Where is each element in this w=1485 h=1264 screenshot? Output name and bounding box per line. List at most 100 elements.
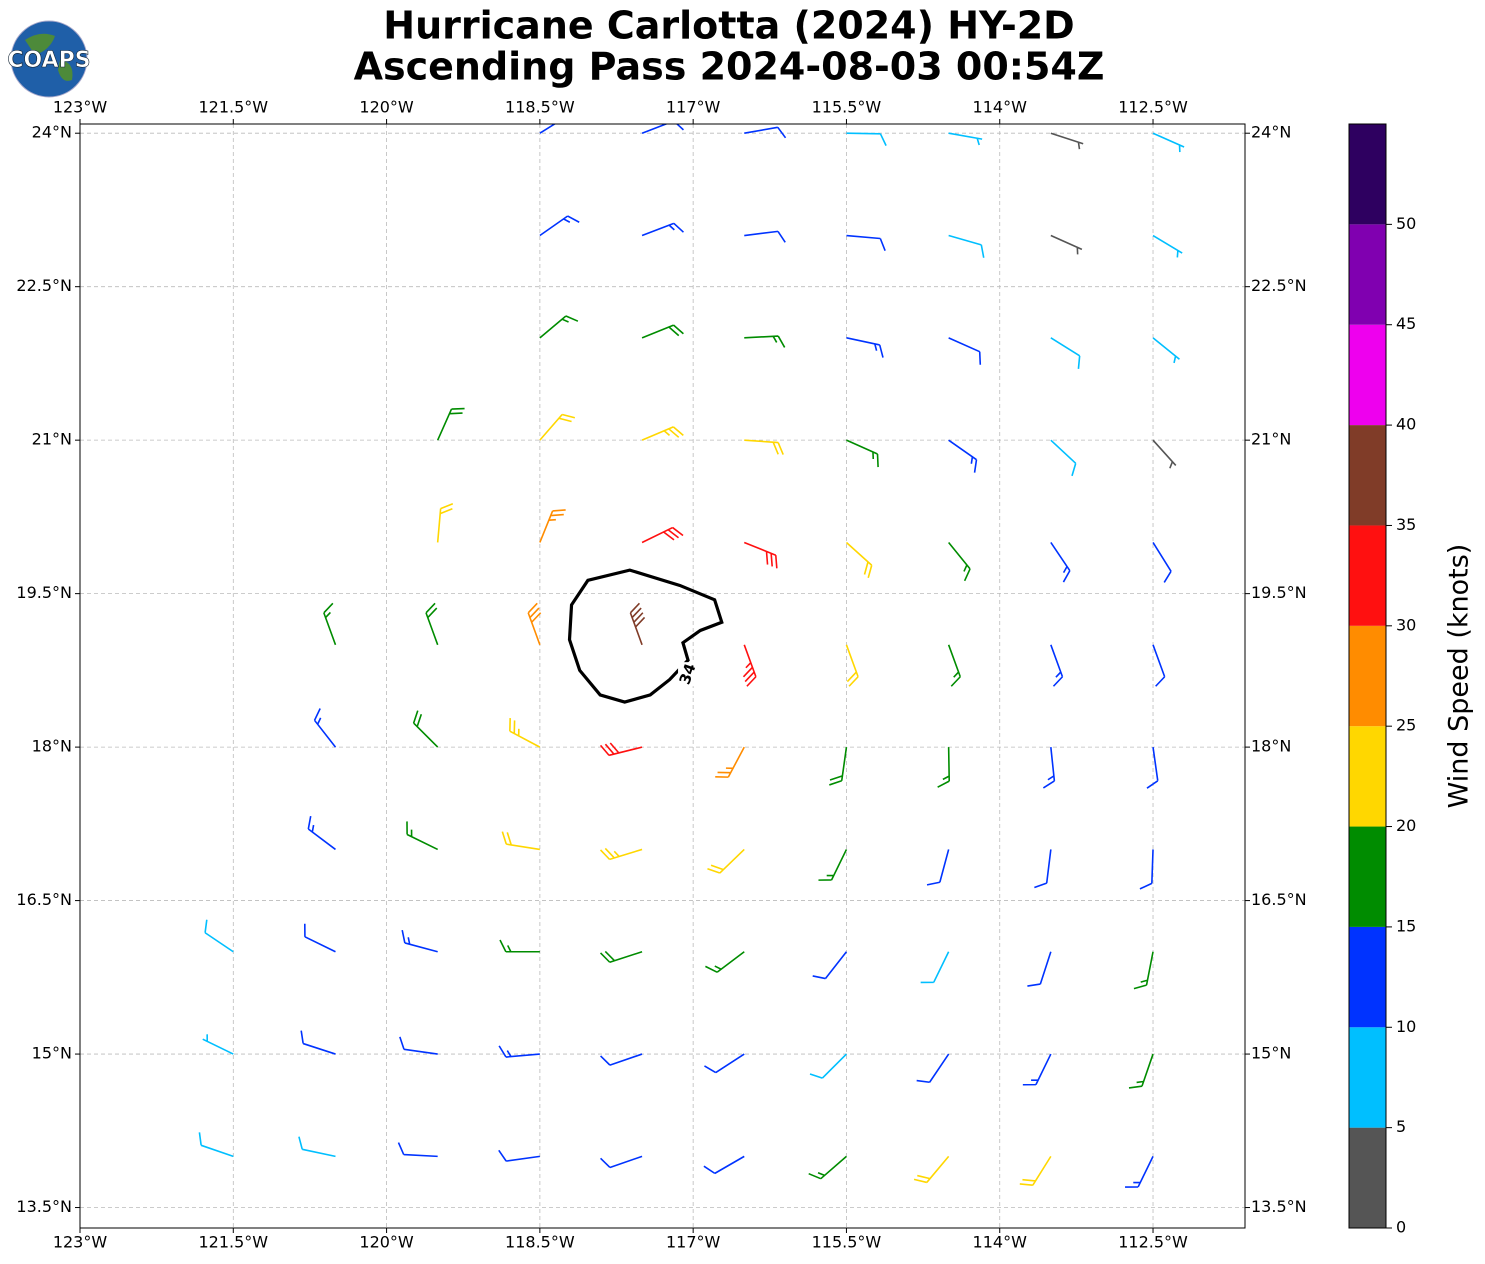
wind-barb xyxy=(1042,747,1056,789)
wind-barb xyxy=(920,951,950,984)
wind-barb xyxy=(539,215,580,237)
colorbar-tick-label: 20 xyxy=(1396,816,1416,835)
barb-layer xyxy=(198,124,1185,1188)
colorbar-tick-label: 25 xyxy=(1396,716,1416,735)
wind-barb xyxy=(307,815,336,851)
wind-barb xyxy=(744,230,786,243)
wind-barb xyxy=(412,710,439,748)
wind-barb xyxy=(916,1053,950,1084)
wind-barb xyxy=(1152,337,1180,364)
logo: COAPS xyxy=(7,20,91,98)
x-tick-label: 123°W xyxy=(53,1233,108,1252)
wind-barb xyxy=(600,1053,643,1066)
wind-barb xyxy=(406,821,439,851)
wind-barb xyxy=(707,848,745,874)
wind-barb xyxy=(1152,644,1166,687)
wind-barb xyxy=(846,234,886,251)
wind-barb xyxy=(397,1142,438,1158)
wind-barb xyxy=(204,919,234,953)
chart-title: Hurricane Carlotta (2024) HY-2D xyxy=(383,4,1074,48)
colorbar-tick-label: 5 xyxy=(1396,1117,1406,1136)
colorbar-segment xyxy=(1349,124,1386,225)
wind-barb xyxy=(744,126,787,139)
wind-barb xyxy=(812,951,848,980)
wind-barb xyxy=(527,602,542,646)
y-tick-label: 21°N xyxy=(32,430,72,449)
colorbar-segment xyxy=(1349,425,1386,526)
wind-barb xyxy=(1050,439,1077,477)
colorbar-segment xyxy=(1349,625,1386,727)
x-tick-label: 112.5°W xyxy=(1118,98,1188,117)
colorbar-tick-label: 0 xyxy=(1396,1218,1406,1237)
x-tick-label: 114°W xyxy=(973,98,1028,117)
wind-barb xyxy=(1019,1155,1052,1187)
wind-barb xyxy=(498,1045,540,1058)
wind-barb xyxy=(498,1149,540,1162)
x-tick-label: 120°W xyxy=(359,98,414,117)
colorbar-tick-label: 30 xyxy=(1396,615,1416,634)
wind-barb xyxy=(704,1053,745,1074)
wind-barb xyxy=(198,1132,234,1158)
wind-barb xyxy=(641,526,684,544)
wind-barb xyxy=(539,509,566,543)
x-tick-label: 114°W xyxy=(973,1233,1028,1252)
y-tick-label: 21°N xyxy=(1251,430,1291,449)
wind-barb xyxy=(703,1155,745,1175)
wind-barb xyxy=(846,132,887,146)
y-tick-label: 16.5°N xyxy=(16,890,72,909)
colorbar-frame xyxy=(1348,123,1387,1229)
wind-barb xyxy=(641,426,684,441)
wind-barb xyxy=(948,337,982,365)
y-tick-label: 18°N xyxy=(1251,737,1291,756)
wind-barb xyxy=(913,1155,950,1184)
y-tick-label: 15°N xyxy=(1251,1044,1291,1063)
wind-barb xyxy=(641,222,684,237)
wind-barb xyxy=(1152,132,1185,153)
wind-barb xyxy=(436,407,465,441)
wind-barb xyxy=(846,337,884,358)
wind-barb xyxy=(744,439,784,455)
y-tick-label: 13.5°N xyxy=(16,1197,72,1216)
y-tick-label: 24°N xyxy=(1251,123,1291,142)
wind-barb xyxy=(323,602,337,646)
colorbar-label: Wind Speed (knots) xyxy=(1444,544,1475,809)
colorbar-segment xyxy=(1349,324,1386,426)
wind-barb xyxy=(948,234,985,258)
x-tick-label: 121.5°W xyxy=(198,98,268,117)
wind-barb xyxy=(303,923,336,953)
colorbar-tick-label: 45 xyxy=(1396,314,1416,333)
colorbar-segment xyxy=(1349,525,1386,626)
wind-barb xyxy=(599,847,643,861)
wind-barb xyxy=(829,746,848,786)
wind-barb xyxy=(1152,234,1183,258)
wind-barb xyxy=(1027,951,1052,987)
y-tick-label: 18°N xyxy=(32,737,72,756)
wind-barb xyxy=(501,831,540,851)
wind-barb xyxy=(845,541,873,579)
chart-subtitle: Ascending Pass 2024-08-03 00:54Z xyxy=(354,45,1105,89)
wind-barb xyxy=(948,132,983,146)
wind-barb xyxy=(300,1030,336,1055)
logo-land xyxy=(25,33,73,81)
wind-barb xyxy=(425,602,439,646)
wind-barb xyxy=(641,324,684,339)
wind-barb xyxy=(937,747,951,788)
wind-barb xyxy=(947,644,962,687)
wind-barb xyxy=(599,742,643,757)
colorbar-tick-label: 10 xyxy=(1396,1017,1416,1036)
wind-barb xyxy=(743,541,778,569)
wind-barb xyxy=(401,929,438,953)
y-tick-label: 22.5°N xyxy=(16,276,72,295)
colorbar-segment xyxy=(1349,926,1386,1028)
wind-barb xyxy=(641,124,684,134)
x-tick-label: 115.5°W xyxy=(812,1233,882,1252)
wind-barb xyxy=(744,335,786,348)
wind-barb xyxy=(313,708,337,748)
wind-barb xyxy=(629,602,646,646)
wind-barb xyxy=(1022,1053,1052,1086)
wind-barb xyxy=(705,951,745,973)
wind-barb xyxy=(1050,234,1083,255)
wind-barb xyxy=(399,1036,438,1055)
wind-barb xyxy=(298,1136,336,1158)
wind-barb xyxy=(202,1034,234,1055)
